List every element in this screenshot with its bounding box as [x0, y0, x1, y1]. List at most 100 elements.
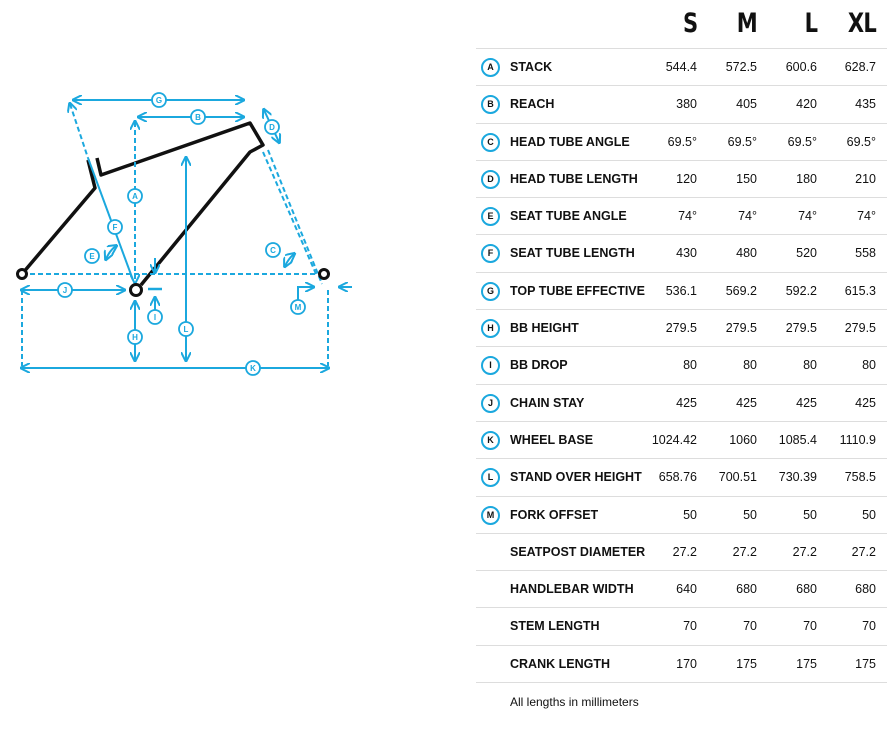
value-l: 27.2: [792, 544, 817, 559]
value-s: 69.5°: [667, 134, 697, 149]
value-xl: 425: [855, 395, 876, 410]
table-row: CRANK LENGTH 170 175 175 175: [476, 646, 887, 684]
value-l: 69.5°: [787, 134, 817, 149]
size-s: S: [682, 8, 698, 39]
row-label: CHAIN STAY: [510, 395, 585, 410]
diagram-letter: M: [295, 303, 302, 312]
value-xl: 210: [855, 171, 876, 186]
front-axle: [318, 268, 330, 280]
diagram-letter: J: [63, 286, 67, 295]
table-row: M FORK OFFSET 50 50 50 50: [476, 497, 887, 534]
value-m: 74°: [738, 209, 757, 224]
row-label: BB HEIGHT: [510, 321, 579, 336]
row-label: FORK OFFSET: [510, 507, 599, 522]
diagram-letter: I: [154, 313, 156, 322]
diagram-badge-i: [147, 309, 163, 325]
value-s: 380: [676, 97, 697, 112]
value-l: 279.5: [785, 321, 817, 336]
row-label: STACK: [510, 60, 553, 74]
diagram-letter: F: [113, 223, 118, 232]
value-xl: 435: [855, 97, 876, 112]
diagram-badge-m: [290, 299, 306, 315]
table-row: E SEAT TUBE ANGLE 74° 74° 74° 74°: [476, 198, 887, 236]
value-s: 50: [683, 507, 697, 522]
badge-d: D: [481, 169, 500, 189]
row-label: STAND OVER HEIGHT: [510, 470, 642, 485]
value-s: 80: [683, 358, 697, 373]
table-row: HANDLEBAR WIDTH 640 680 680 680: [476, 571, 887, 609]
value-l: 80: [803, 358, 817, 373]
value-s: 27.2: [672, 544, 697, 559]
badge-e: E: [481, 207, 500, 227]
value-l: 730.39: [778, 470, 817, 485]
diagram-badge-f: [107, 219, 123, 235]
value-s: 70: [683, 619, 697, 634]
diagram-letter: L: [184, 325, 189, 334]
badge-h: H: [481, 319, 500, 339]
badge-l: L: [481, 468, 500, 488]
row-label: WHEEL BASE: [510, 432, 594, 447]
value-xl: 558: [855, 246, 876, 261]
table-row: A STACK 544.4 572.5 600.6 628.7: [476, 49, 887, 87]
row-label: HEAD TUBE ANGLE: [510, 134, 630, 149]
value-xl: 70: [862, 619, 876, 634]
diagram-letter: B: [195, 113, 201, 122]
row-label: CRANK LENGTH: [510, 656, 610, 671]
badge-i: I: [481, 356, 500, 376]
diagram-letter: E: [89, 252, 95, 261]
value-m: 175: [736, 656, 757, 671]
badge-j: J: [481, 393, 500, 413]
row-label: REACH: [510, 97, 555, 112]
units-note: All lengths in millimeters: [510, 695, 639, 709]
table-row: I BB DROP 80 80 80 80: [476, 347, 887, 385]
row-label: HANDLEBAR WIDTH: [510, 582, 634, 597]
badge-m: M: [481, 505, 500, 525]
diagram-badge-b: [190, 109, 206, 125]
badge-g: G: [481, 281, 500, 301]
table-row: D HEAD TUBE LENGTH 120 150 180 210: [476, 161, 887, 199]
value-m: 700.51: [718, 470, 757, 485]
row-label: SEAT TUBE ANGLE: [510, 209, 627, 224]
row-label: HEAD TUBE LENGTH: [510, 171, 638, 186]
value-s: 640: [676, 582, 697, 597]
diagram-letter: G: [156, 96, 162, 105]
diagram-badge-d: [264, 119, 280, 135]
bottom-bracket: [129, 283, 143, 297]
diagram-badge-g: [151, 92, 167, 108]
value-m: 425: [736, 395, 757, 410]
table-row: F SEAT TUBE LENGTH 430 480 520 558: [476, 235, 887, 273]
value-l: 680: [796, 582, 817, 597]
value-m: 405: [736, 97, 757, 112]
value-m: 569.2: [725, 283, 757, 298]
value-l: 175: [796, 656, 817, 671]
value-l: 74°: [798, 209, 817, 224]
diagram-letter: A: [132, 192, 138, 201]
value-m: 680: [736, 582, 757, 597]
row-label: BB DROP: [510, 358, 568, 373]
value-s: 658.76: [658, 470, 697, 485]
table-row: L STAND OVER HEIGHT 658.76 700.51 730.39 758.…: [476, 459, 887, 497]
value-l: 70: [803, 619, 817, 634]
value-s: 170: [676, 656, 697, 671]
badge-a: A: [481, 58, 500, 77]
value-m: 80: [743, 358, 757, 373]
value-m: 150: [736, 171, 757, 186]
value-xl: 279.5: [844, 321, 876, 336]
value-xl: 615.3: [844, 283, 876, 298]
value-s: 425: [676, 395, 697, 410]
value-m: 69.5°: [727, 134, 757, 149]
row-label: SEATPOST DIAMETER: [510, 544, 646, 559]
table-row: J CHAIN STAY 425 425 425 425: [476, 385, 887, 422]
table-row: B REACH 380 405 420 435: [476, 86, 887, 124]
table-row: K WHEEL BASE 1024.42 1060 1085.4 1110.9: [476, 422, 887, 460]
value-m: 279.5: [725, 321, 757, 336]
diagram-badge-k: [245, 360, 261, 376]
value-s: 74°: [678, 209, 697, 224]
value-xl: 69.5°: [846, 134, 876, 149]
diagram-badge-c: [265, 242, 281, 258]
value-xl: 628.7: [844, 60, 876, 74]
badge-f: F: [481, 244, 500, 264]
value-m: 27.2: [732, 544, 757, 559]
value-xl: 74°: [857, 209, 876, 224]
value-xl: 175: [855, 656, 876, 671]
